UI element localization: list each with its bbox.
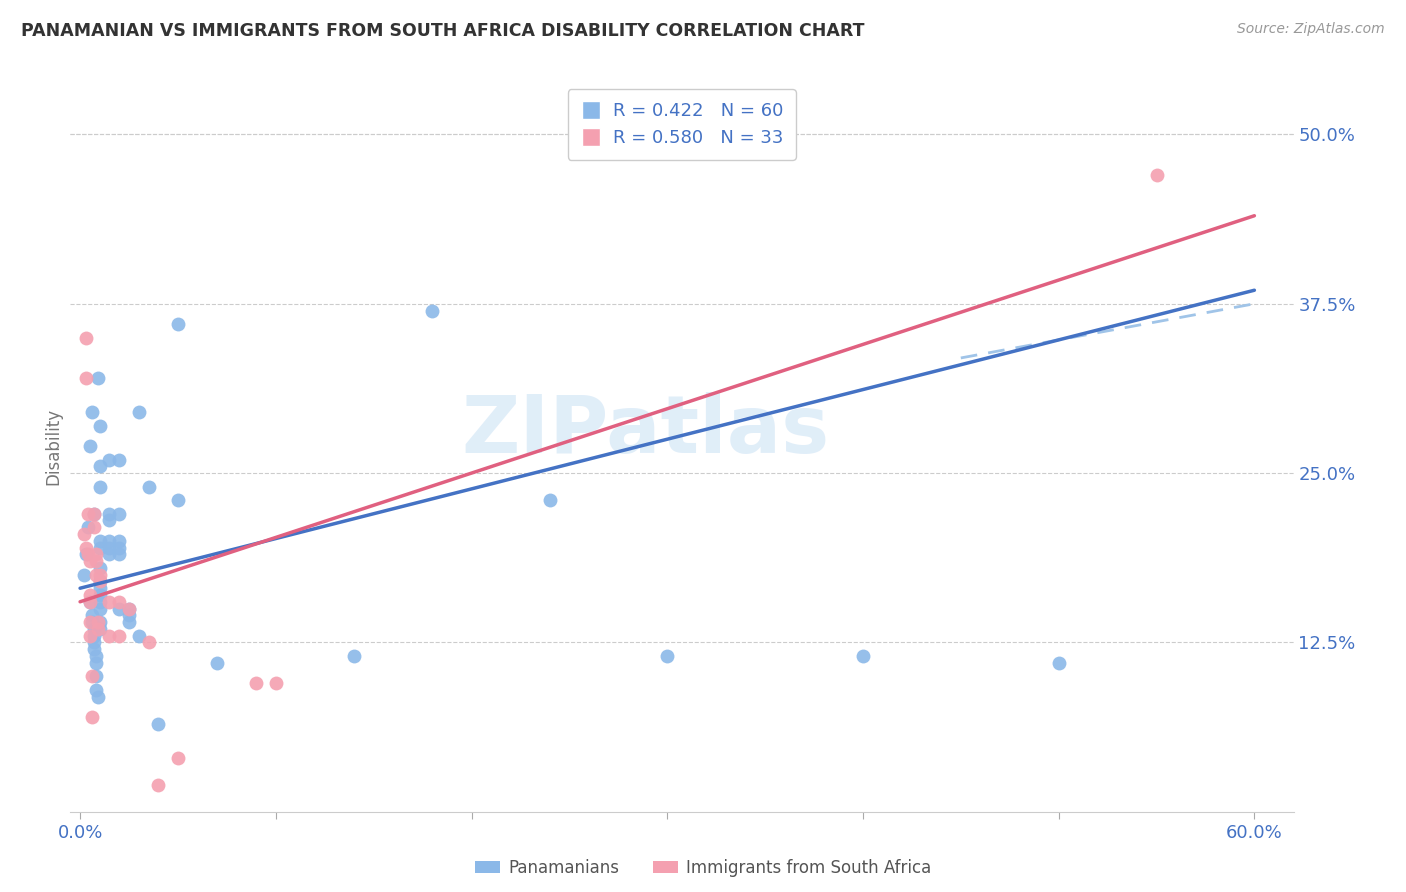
Point <box>79 595 101 609</box>
Point <box>75 547 97 561</box>
Point <box>98 533 121 548</box>
Point <box>89 561 111 575</box>
Point <box>108 541 131 555</box>
Y-axis label: Disability: Disability <box>44 408 62 484</box>
Point <box>83 635 105 649</box>
Point <box>77 547 100 561</box>
Point <box>84 656 107 670</box>
Point <box>75 541 97 555</box>
Point <box>167 317 190 331</box>
Point <box>148 778 170 792</box>
Point <box>80 615 103 629</box>
Point <box>128 405 150 419</box>
Point <box>98 547 121 561</box>
Point <box>98 452 121 467</box>
Text: Source: ZipAtlas.com: Source: ZipAtlas.com <box>1237 22 1385 37</box>
Point <box>128 629 150 643</box>
Point <box>108 547 131 561</box>
Legend: R = 0.422   N = 60, R = 0.580   N = 33: R = 0.422 N = 60, R = 0.580 N = 33 <box>568 89 796 160</box>
Point <box>86 371 108 385</box>
Point <box>118 601 141 615</box>
Point <box>89 574 111 589</box>
Point <box>108 601 131 615</box>
Point <box>83 520 105 534</box>
Legend: Panamanians, Immigrants from South Africa: Panamanians, Immigrants from South Afric… <box>468 853 938 884</box>
Point <box>657 648 679 663</box>
Point <box>89 533 111 548</box>
Point <box>86 615 108 629</box>
Point <box>108 452 131 467</box>
Point <box>148 716 170 731</box>
Point <box>89 480 111 494</box>
Point <box>108 629 131 643</box>
Point <box>79 588 101 602</box>
Point <box>108 595 131 609</box>
Point <box>89 595 111 609</box>
Point <box>79 439 101 453</box>
Point <box>138 635 160 649</box>
Point <box>118 601 141 615</box>
Text: PANAMANIAN VS IMMIGRANTS FROM SOUTH AFRICA DISABILITY CORRELATION CHART: PANAMANIAN VS IMMIGRANTS FROM SOUTH AFRI… <box>21 22 865 40</box>
Point <box>84 567 107 582</box>
Point <box>79 629 101 643</box>
Point <box>84 669 107 683</box>
Point <box>77 520 100 534</box>
Point <box>79 595 101 609</box>
Point <box>343 648 366 663</box>
Point <box>98 541 121 555</box>
Point <box>118 608 141 623</box>
Point <box>80 710 103 724</box>
Point <box>89 615 111 629</box>
Point <box>138 480 160 494</box>
Point <box>80 405 103 419</box>
Point <box>1047 656 1070 670</box>
Point <box>98 507 121 521</box>
Point <box>75 331 97 345</box>
Point <box>89 567 111 582</box>
Point <box>84 547 107 561</box>
Point <box>89 541 111 555</box>
Point <box>84 648 107 663</box>
Point <box>84 682 107 697</box>
Point <box>80 669 103 683</box>
Point <box>83 622 105 636</box>
Point <box>538 493 561 508</box>
Point <box>83 507 105 521</box>
Point <box>118 615 141 629</box>
Point <box>86 622 108 636</box>
Point <box>89 574 111 589</box>
Point <box>264 676 287 690</box>
Point <box>73 567 96 582</box>
Point <box>98 514 121 528</box>
Point <box>89 418 111 433</box>
Point <box>98 595 121 609</box>
Point <box>77 507 100 521</box>
Point <box>83 629 105 643</box>
Point <box>89 459 111 474</box>
Point <box>422 303 444 318</box>
Point <box>89 581 111 595</box>
Point <box>852 648 875 663</box>
Point <box>1146 168 1168 182</box>
Point <box>75 371 97 385</box>
Point <box>84 554 107 568</box>
Point <box>79 615 101 629</box>
Point <box>98 629 121 643</box>
Point <box>79 554 101 568</box>
Point <box>80 608 103 623</box>
Point <box>83 507 105 521</box>
Text: ZIPatlas: ZIPatlas <box>461 392 830 470</box>
Point <box>205 656 228 670</box>
Point <box>89 588 111 602</box>
Point <box>89 622 111 636</box>
Point <box>245 676 267 690</box>
Point <box>86 690 108 704</box>
Point <box>167 750 190 764</box>
Point <box>73 527 96 541</box>
Point <box>108 507 131 521</box>
Point <box>89 601 111 615</box>
Point <box>83 642 105 657</box>
Point <box>167 493 190 508</box>
Point <box>108 533 131 548</box>
